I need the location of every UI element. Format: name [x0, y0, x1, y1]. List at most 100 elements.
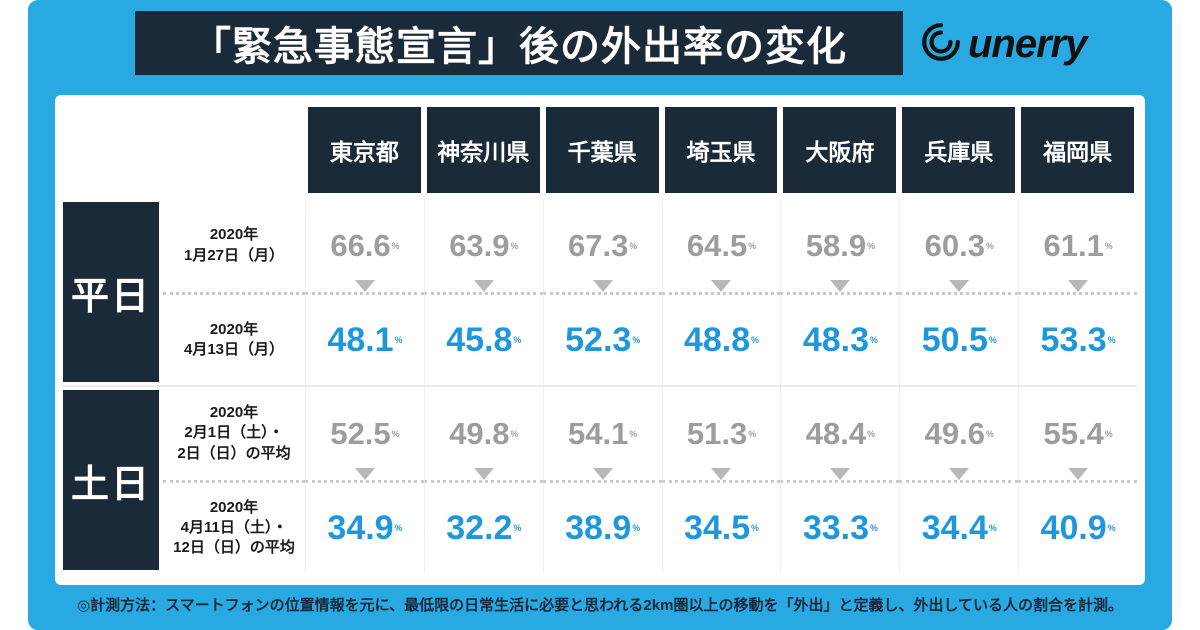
percent-sign: %	[867, 240, 875, 251]
value-cell: 64.5%	[661, 199, 781, 292]
value-cell: 38.9%	[542, 468, 662, 573]
date-line: 2020年	[209, 404, 259, 422]
value-cell: 49.6%	[899, 387, 1018, 480]
value-number: 38.9	[565, 508, 632, 547]
percent-sign: %	[510, 428, 519, 439]
value-cell: 49.8%	[423, 387, 543, 480]
down-arrow-icon	[711, 468, 732, 480]
down-arrow-icon	[1068, 280, 1089, 292]
value-cell: 60.3%	[899, 199, 1018, 292]
date-line: 2日（日）の平均	[177, 444, 291, 462]
percent-sign: %	[867, 428, 875, 439]
percent-sign: %	[751, 335, 759, 345]
date-line: 1月27日（月）	[183, 246, 285, 264]
value-cell: 48.3%	[780, 280, 900, 385]
column-header-hyogo: 兵庫県	[902, 107, 1016, 193]
value-cell: 48.1%	[305, 280, 424, 385]
value-number: 66.6	[330, 227, 391, 263]
value-number: 61.1	[1043, 227, 1104, 263]
weekend-group: 土日 2020年 2月1日（土）・ 2日（日）の平均 52.5% 49.8% 5…	[63, 385, 1137, 573]
logo-text: unerry	[968, 21, 1087, 66]
percent-sign: %	[510, 240, 519, 251]
value-number: 33.3	[802, 508, 870, 547]
value-number: 48.1	[327, 320, 394, 359]
down-arrow-icon	[473, 280, 494, 292]
column-header-kanagawa: 神奈川県	[426, 107, 540, 193]
percent-sign: %	[748, 428, 757, 439]
group-label-weekend: 土日	[63, 390, 159, 570]
date-cell: 2020年 4月11日（土）・ 12日（日）の平均	[163, 480, 305, 573]
down-arrow-icon	[711, 280, 732, 292]
column-header-chiba: 千葉県	[545, 107, 659, 193]
value-cell: 66.6%	[305, 199, 424, 292]
down-arrow-icon	[830, 468, 851, 480]
date-line: 4月13日（月）	[183, 341, 285, 358]
value-number: 55.4	[1043, 415, 1104, 451]
value-number: 51.3	[686, 415, 748, 451]
value-cell: 40.9%	[1018, 468, 1137, 573]
percent-sign: %	[513, 335, 522, 345]
value-cell: 53.3%	[1018, 280, 1137, 385]
down-arrow-icon	[1068, 468, 1089, 480]
value-cell: 34.4%	[899, 468, 1019, 573]
value-number: 54.1	[568, 415, 629, 451]
group-label-weekday: 平日	[63, 202, 159, 382]
down-arrow-icon	[830, 280, 851, 292]
date-line: 2020年	[209, 498, 259, 516]
value-number: 63.9	[449, 227, 510, 263]
value-cell: 32.2%	[423, 468, 543, 573]
value-cell: 34.5%	[661, 468, 781, 573]
value-number: 40.9	[1040, 508, 1107, 547]
value-number: 49.6	[924, 415, 985, 451]
percent-sign: %	[751, 523, 759, 533]
value-cell: 58.9%	[780, 199, 899, 292]
table-header-row: 東京都 神奈川県 千葉県 埼玉県 大阪府 兵庫県 福岡県	[63, 107, 1137, 193]
down-arrow-icon	[949, 468, 970, 480]
date-cell: 2020年 4月13日（月）	[163, 292, 305, 385]
percent-sign: %	[748, 240, 757, 251]
value-number: 50.5	[921, 320, 988, 359]
value-cell: 55.4%	[1018, 387, 1137, 480]
unerry-logo: unerry	[920, 18, 1087, 70]
weekday-group: 平日 2020年 1月27日（月） 66.6% 63.9% 67.3% 64.5…	[63, 199, 1137, 385]
value-number: 34.4	[921, 508, 988, 547]
percent-sign: %	[1107, 523, 1116, 533]
percent-sign: %	[391, 428, 400, 439]
value-number: 34.5	[683, 508, 751, 547]
value-cell: 52.3%	[542, 280, 662, 385]
percent-sign: %	[513, 523, 522, 533]
value-number: 48.4	[805, 415, 867, 451]
date-cell: 2020年 1月27日（月）	[163, 199, 305, 292]
value-number: 52.3	[565, 320, 632, 359]
percent-sign: %	[394, 335, 403, 345]
value-number: 34.9	[327, 508, 394, 547]
percent-sign: %	[1104, 428, 1113, 439]
value-cell: 63.9%	[423, 199, 543, 292]
date-line: 2020年	[209, 226, 259, 244]
data-table-card: 東京都 神奈川県 千葉県 埼玉県 大阪府 兵庫県 福岡県 平日 2020年 1月…	[55, 95, 1145, 585]
column-header-saitama: 埼玉県	[664, 107, 778, 193]
value-number: 48.8	[683, 320, 751, 359]
percent-sign: %	[632, 523, 641, 533]
percent-sign: %	[870, 523, 878, 533]
date-line: 4月11日（土）・	[180, 518, 288, 536]
percent-sign: %	[1104, 240, 1113, 251]
value-cell: 52.5%	[305, 387, 424, 480]
down-arrow-icon	[354, 468, 375, 480]
percent-sign: %	[629, 240, 638, 251]
column-header-fukuoka: 福岡県	[1021, 107, 1134, 193]
percent-sign: %	[1107, 335, 1116, 345]
value-number: 52.5	[330, 415, 391, 451]
percent-sign: %	[988, 523, 997, 533]
value-cell: 33.3%	[780, 468, 900, 573]
page-title: 「緊急事態宣言」後の外出率の変化	[135, 11, 903, 75]
value-number: 32.2	[446, 508, 513, 547]
spiral-swirl-icon	[920, 21, 962, 68]
percent-sign: %	[391, 240, 400, 251]
percent-sign: %	[629, 428, 638, 439]
column-header-osaka: 大阪府	[783, 107, 897, 193]
down-arrow-icon	[354, 280, 375, 292]
down-arrow-icon	[592, 468, 613, 480]
value-number: 45.8	[446, 320, 513, 359]
